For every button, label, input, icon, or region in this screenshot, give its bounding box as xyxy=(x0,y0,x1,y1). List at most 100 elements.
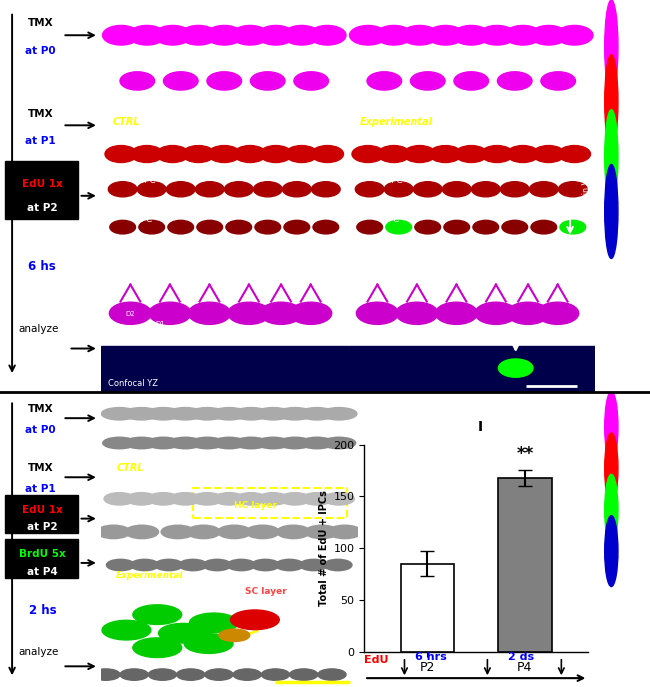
Text: BrdU 5x: BrdU 5x xyxy=(19,549,66,559)
Circle shape xyxy=(137,181,166,197)
Circle shape xyxy=(131,559,159,571)
Circle shape xyxy=(207,71,242,90)
Circle shape xyxy=(261,669,289,680)
Text: DCs: DCs xyxy=(182,138,200,147)
Circle shape xyxy=(481,146,513,163)
Circle shape xyxy=(196,181,224,197)
Circle shape xyxy=(184,633,233,653)
Circle shape xyxy=(104,493,135,505)
Circle shape xyxy=(321,407,357,420)
Circle shape xyxy=(556,25,593,45)
Circle shape xyxy=(236,493,266,505)
Circle shape xyxy=(278,437,312,449)
Circle shape xyxy=(507,146,539,163)
Text: **: ** xyxy=(516,445,534,463)
Text: D2: D2 xyxy=(125,311,135,317)
Circle shape xyxy=(146,407,181,420)
Circle shape xyxy=(378,146,410,163)
Circle shape xyxy=(148,669,177,680)
Circle shape xyxy=(604,474,618,545)
Circle shape xyxy=(430,146,462,163)
Circle shape xyxy=(302,493,332,505)
Circle shape xyxy=(283,181,311,197)
Circle shape xyxy=(219,629,250,642)
Circle shape xyxy=(256,437,290,449)
Text: analyze: analyze xyxy=(18,646,58,657)
Text: at P1: at P1 xyxy=(25,136,56,146)
Circle shape xyxy=(300,559,328,571)
Text: 6 hs: 6 hs xyxy=(29,260,56,273)
Circle shape xyxy=(507,302,549,324)
Circle shape xyxy=(107,559,135,571)
Circle shape xyxy=(183,146,214,163)
Text: at P1: at P1 xyxy=(25,484,56,494)
Circle shape xyxy=(530,181,558,197)
Circle shape xyxy=(311,181,340,197)
Text: OPC: OPC xyxy=(138,176,157,185)
Circle shape xyxy=(604,0,618,94)
Text: 2 ds: 2 ds xyxy=(508,652,534,662)
Text: IPC: IPC xyxy=(138,215,152,224)
Circle shape xyxy=(558,181,587,197)
Text: EdU: EdU xyxy=(364,655,389,666)
Text: TMX: TMX xyxy=(27,464,53,473)
Text: F: F xyxy=(355,265,363,275)
Text: D: D xyxy=(355,5,365,15)
Circle shape xyxy=(504,25,541,45)
Circle shape xyxy=(352,146,384,163)
Circle shape xyxy=(443,181,471,197)
Circle shape xyxy=(255,407,291,420)
Bar xyxy=(498,478,552,651)
Circle shape xyxy=(189,613,238,633)
Circle shape xyxy=(231,610,280,629)
Text: OPC: OPC xyxy=(180,330,194,337)
Circle shape xyxy=(234,146,266,163)
Text: Expanded
IPC region: Expanded IPC region xyxy=(109,607,148,627)
Circle shape xyxy=(604,392,618,462)
Y-axis label: Total # of EdU + IPCs: Total # of EdU + IPCs xyxy=(319,491,329,606)
Circle shape xyxy=(103,437,136,449)
Text: at P0: at P0 xyxy=(25,425,56,435)
Circle shape xyxy=(224,181,253,197)
Circle shape xyxy=(233,407,269,420)
Circle shape xyxy=(411,71,445,90)
Circle shape xyxy=(105,146,137,163)
Text: OHCs: OHCs xyxy=(219,11,244,21)
Text: TMX: TMX xyxy=(27,405,53,414)
Bar xyxy=(348,346,595,392)
Text: H: H xyxy=(109,484,118,493)
Circle shape xyxy=(161,525,194,539)
Circle shape xyxy=(192,493,223,505)
Circle shape xyxy=(157,146,188,163)
Circle shape xyxy=(188,302,231,324)
Circle shape xyxy=(604,164,618,258)
Circle shape xyxy=(324,493,354,505)
Circle shape xyxy=(218,525,251,539)
Circle shape xyxy=(560,221,586,234)
Circle shape xyxy=(233,669,261,680)
Circle shape xyxy=(283,25,320,45)
Circle shape xyxy=(604,110,618,203)
Circle shape xyxy=(227,559,255,571)
Text: H': H' xyxy=(109,587,121,597)
Text: CTRL: CTRL xyxy=(116,463,144,473)
Text: Myosin VI
  +
Sox2
  +
EdU
  +
Hoechst: Myosin VI + Sox2 + EdU + Hoechst xyxy=(582,177,650,215)
Text: at P0: at P0 xyxy=(25,46,56,56)
Circle shape xyxy=(250,71,285,90)
Circle shape xyxy=(277,407,313,420)
Circle shape xyxy=(180,25,217,45)
Circle shape xyxy=(257,493,289,505)
Circle shape xyxy=(436,302,477,324)
Text: E: E xyxy=(355,136,363,146)
Circle shape xyxy=(309,25,346,45)
Circle shape xyxy=(187,525,220,539)
Circle shape xyxy=(139,221,164,234)
Circle shape xyxy=(205,669,233,680)
Text: C: C xyxy=(108,265,116,275)
Text: at P2: at P2 xyxy=(27,523,58,532)
Circle shape xyxy=(189,407,225,420)
Circle shape xyxy=(101,407,137,420)
Circle shape xyxy=(190,437,224,449)
Text: D3: D3 xyxy=(101,299,111,305)
Circle shape xyxy=(208,146,240,163)
